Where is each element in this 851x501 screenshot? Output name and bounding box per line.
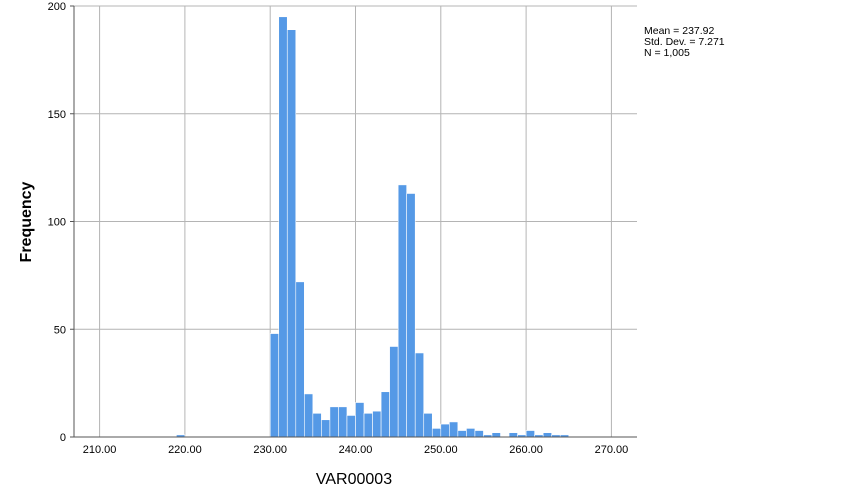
y-tick-label: 200 xyxy=(48,1,66,13)
histogram-bar xyxy=(312,412,322,438)
histogram-bar xyxy=(295,281,305,438)
y-tick-label: 100 xyxy=(48,217,66,229)
y-axis-title: Frequency xyxy=(18,181,35,262)
y-tick-label: 150 xyxy=(48,109,66,121)
x-tick-label: 220.00 xyxy=(168,444,202,456)
histogram-bar xyxy=(380,391,390,438)
histogram-bar xyxy=(423,412,433,438)
x-tick-label: 210.00 xyxy=(83,444,117,456)
histogram-bar xyxy=(338,406,348,438)
histogram-bar xyxy=(389,346,399,438)
histogram-bar xyxy=(363,412,373,438)
y-tick-label: 50 xyxy=(54,324,66,336)
ticks-layer: 0 50 100 150 200 210.00 220.00 230.00 240.00 250.… xyxy=(48,1,629,456)
histogram-bar xyxy=(525,430,535,438)
histogram-bar xyxy=(346,415,356,438)
stat-n: N = 1,005 xyxy=(644,47,690,59)
histogram-bar xyxy=(491,432,501,438)
histogram-bar xyxy=(355,402,365,438)
histogram-bar xyxy=(406,193,416,438)
histogram-bar xyxy=(457,430,467,438)
x-tick-label: 270.00 xyxy=(595,444,629,456)
grid-layer xyxy=(74,5,637,437)
histogram-bar xyxy=(542,432,552,438)
histogram-bar xyxy=(431,428,442,438)
x-axis-title: VAR00003 xyxy=(316,471,392,488)
statistics-box: Mean = 237.92 Std. Dev. = 7.271 N = 1,00… xyxy=(644,26,725,59)
histogram-bar xyxy=(269,333,280,438)
histogram-bar xyxy=(449,421,459,438)
x-tick-label: 250.00 xyxy=(424,444,458,456)
stat-std-dev: Std. Dev. = 7.271 xyxy=(644,36,725,48)
histogram-bar xyxy=(397,184,407,438)
histogram-bar xyxy=(414,352,425,438)
y-tick-label: 0 xyxy=(60,432,66,444)
histogram-bar xyxy=(321,419,331,438)
histogram-bar xyxy=(372,410,382,438)
bars-layer xyxy=(176,16,570,438)
stat-mean: Mean = 237.92 xyxy=(644,25,715,37)
histogram-bar xyxy=(286,29,297,438)
x-tick-label: 260.00 xyxy=(509,444,543,456)
histogram-bar xyxy=(440,423,450,438)
histogram-bar xyxy=(329,406,339,438)
x-tick-label: 240.00 xyxy=(339,444,373,456)
histogram-bar xyxy=(304,393,314,438)
x-tick-label: 230.00 xyxy=(253,444,287,456)
histogram-bar xyxy=(508,432,518,438)
histogram-bar xyxy=(278,16,288,438)
histogram-bar xyxy=(466,428,476,438)
histogram-bar xyxy=(474,430,484,438)
